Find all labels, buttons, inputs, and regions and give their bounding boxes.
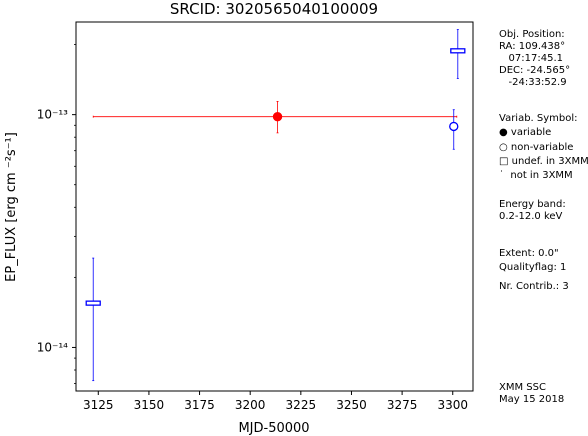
marker-filled-circle: [272, 111, 283, 122]
marker-open-square: [450, 48, 466, 54]
data-point: [85, 257, 101, 382]
x-axis: 3125 3150 3175 3200 3225 3250 3275 3300: [83, 391, 468, 412]
marker-open-square: [85, 300, 101, 306]
legend-non-variable: ○ non-variable: [499, 142, 574, 153]
extent-value: Extent: 0.0": [499, 248, 559, 259]
chart-title: SRCID: 3020565040100009: [170, 0, 378, 18]
x-tick-label: 3275: [387, 398, 418, 412]
y-tick-label: 10⁻¹⁴: [37, 340, 68, 354]
y-axis-label: EP_FLUX [erg cm ⁻²s⁻¹]: [4, 132, 19, 282]
data-point: [450, 29, 466, 79]
legend-not-in-catalog: ˙ not in 3XMM: [499, 170, 573, 181]
energy-band: Energy band: 0.2-12.0 keV: [499, 199, 566, 222]
x-tick-label: 3175: [184, 398, 215, 412]
y-tick-label: 10⁻¹³: [37, 108, 68, 122]
footer-credit: XMM SSC May 15 2018: [499, 382, 565, 405]
x-tick-label: 3300: [437, 398, 468, 412]
x-tick-label: 3250: [336, 398, 367, 412]
legend-undefined: □ undef. in 3XMM: [499, 156, 588, 167]
x-tick-label: 3200: [235, 398, 266, 412]
data-point: [449, 109, 459, 150]
object-position: Obj. Position: RA: 109.438° 07:17:45.1 D…: [499, 29, 571, 88]
legend-variable: ● variable: [499, 127, 552, 138]
contributions-count: Nr. Contrib.: 3: [499, 281, 569, 292]
x-tick-label: 3225: [286, 398, 317, 412]
x-tick-label: 3125: [83, 398, 114, 412]
plot-frame: [75, 21, 474, 392]
plot-layer: [85, 29, 466, 382]
y-axis: 10⁻¹⁴ 10⁻¹³: [37, 44, 76, 384]
x-axis-label: MJD-50000: [238, 421, 309, 436]
symbol-legend-title: Variab. Symbol:: [499, 113, 578, 124]
quality-flag: Qualityflag: 1: [499, 262, 567, 273]
data-point: [92, 100, 458, 134]
marker-open-circle: [449, 121, 459, 132]
x-tick-label: 3150: [134, 398, 165, 412]
